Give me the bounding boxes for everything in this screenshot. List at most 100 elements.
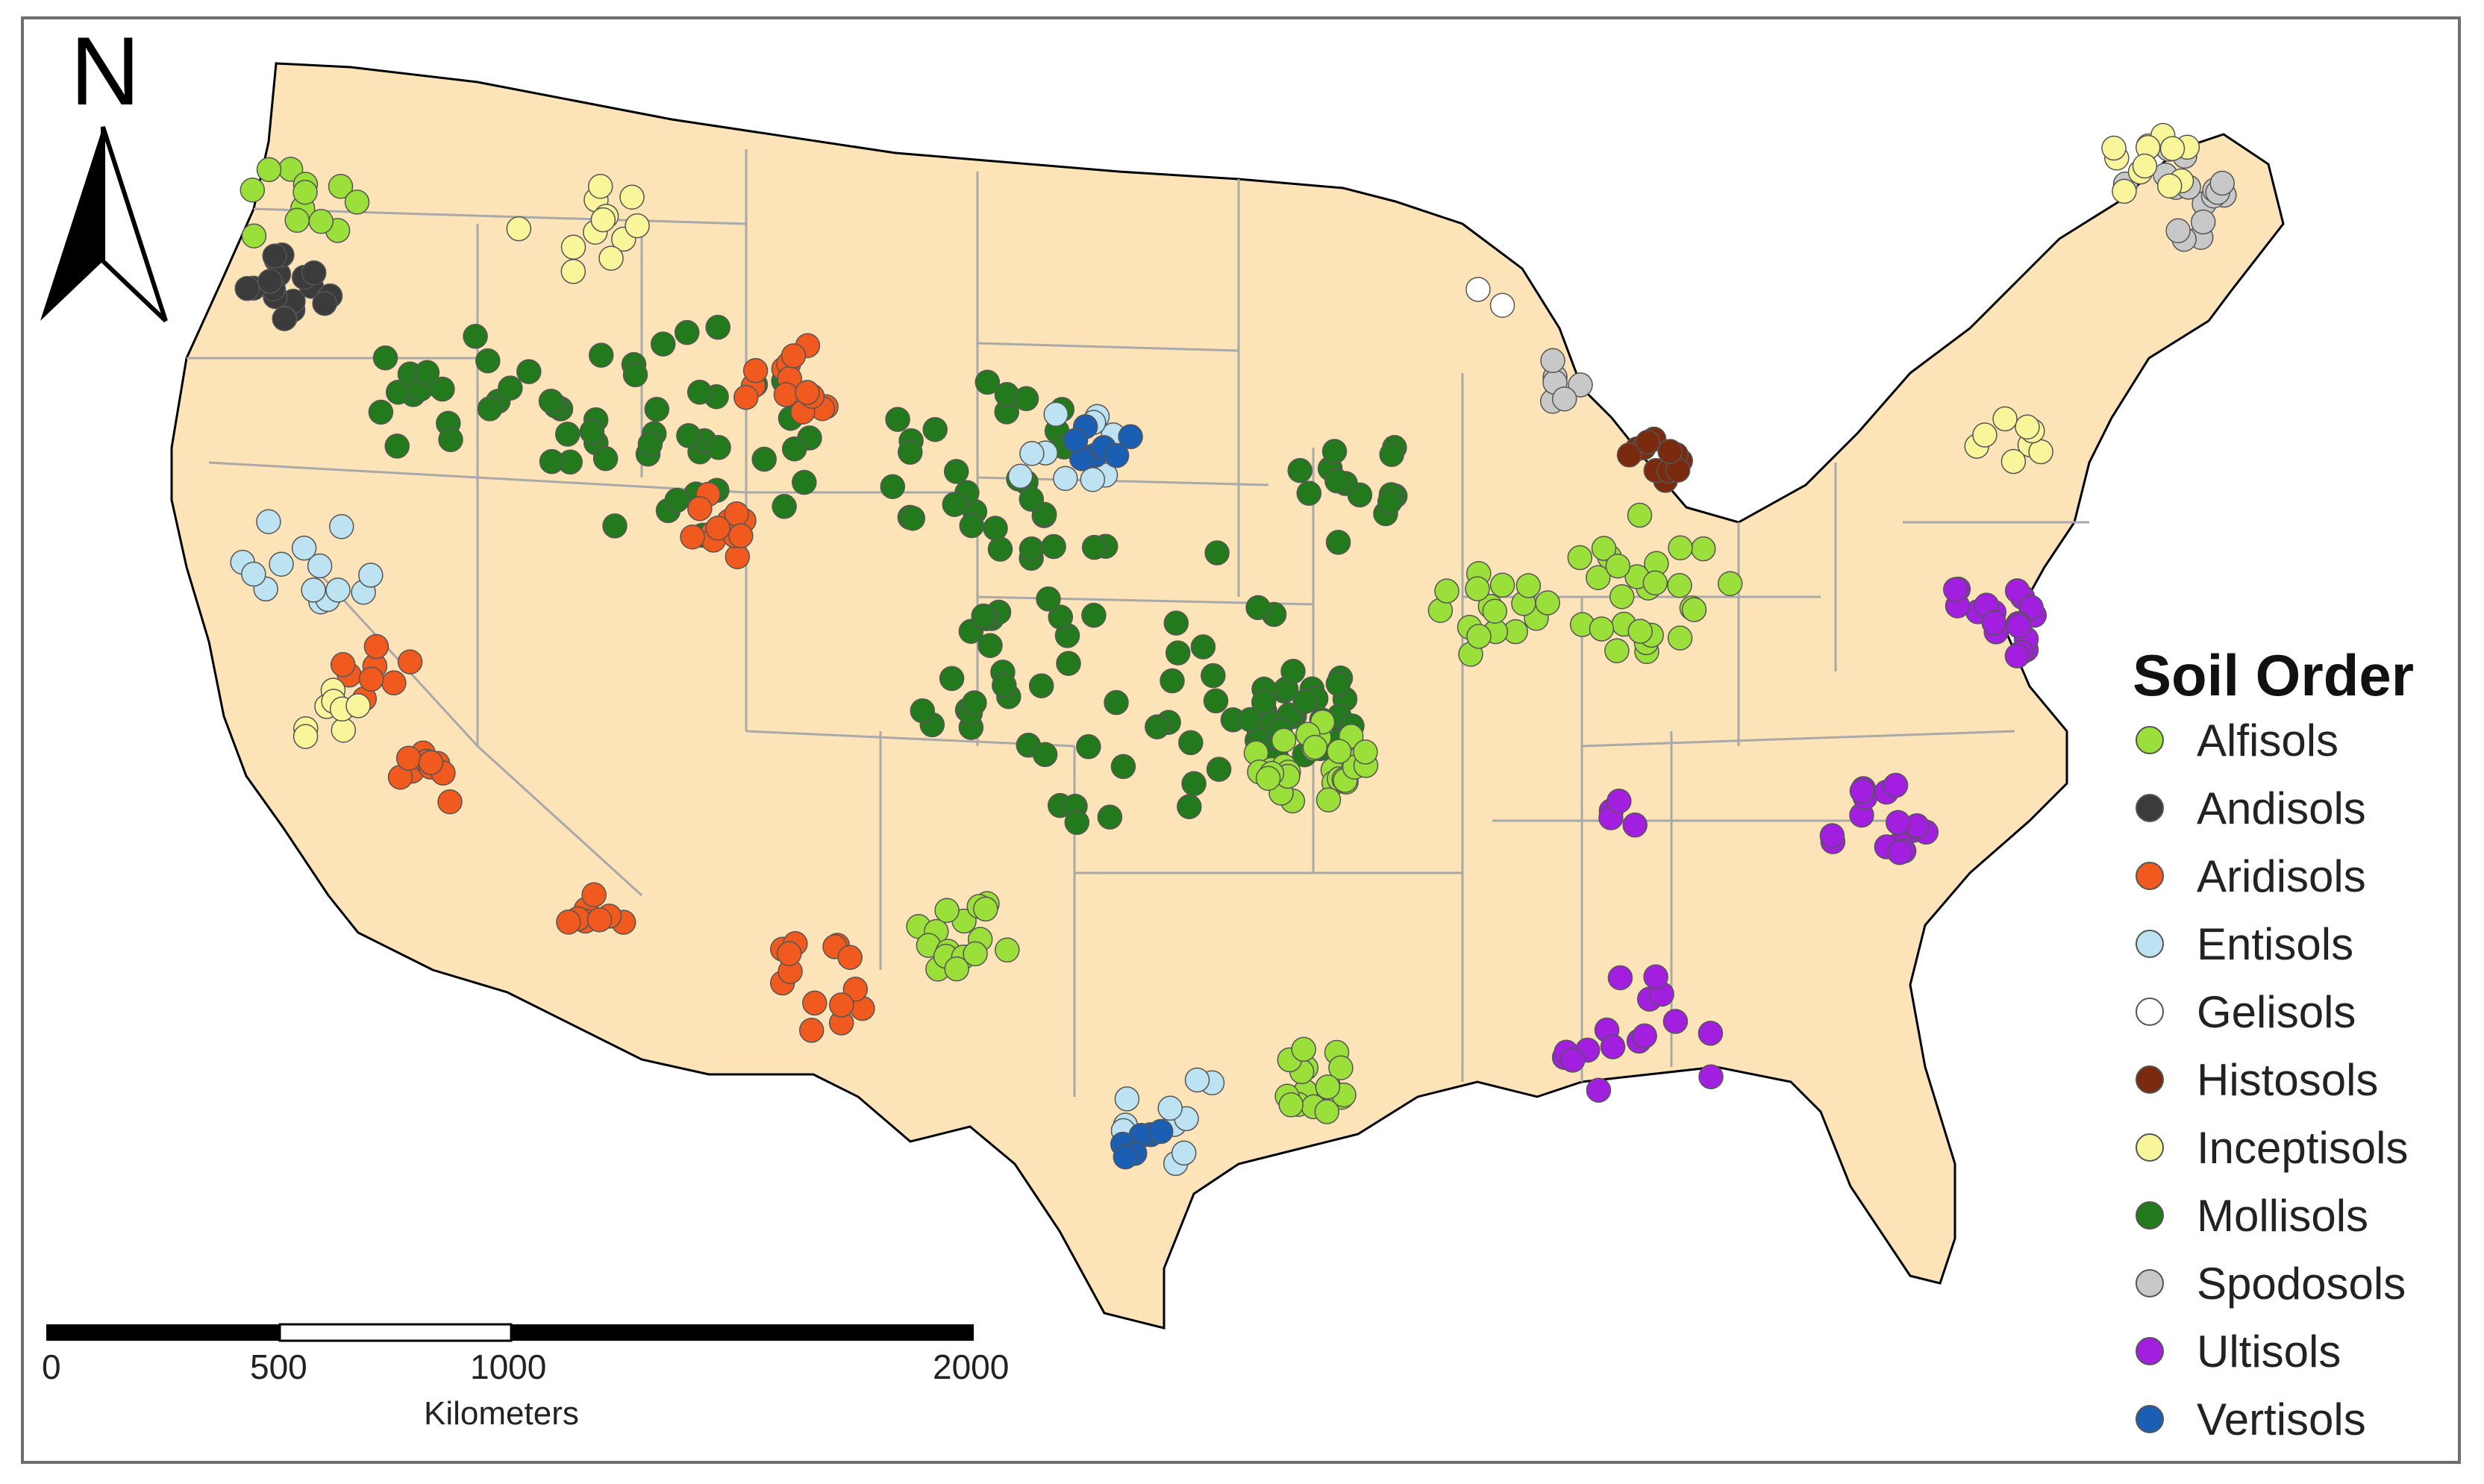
- sample-point-mollisols: [650, 331, 676, 357]
- sample-point-mollisols: [1178, 730, 1204, 756]
- legend-item-spodosols: Spodosols: [2136, 1253, 2406, 1313]
- sample-point-mollisols: [992, 672, 1017, 698]
- sample-point-ultisols: [1559, 1048, 1586, 1073]
- sample-point-aridisols: [358, 666, 384, 692]
- sample-point-mollisols: [977, 633, 1003, 658]
- legend-swatch-histosols: [2136, 1065, 2164, 1094]
- sample-point-entisols: [1043, 401, 1069, 428]
- sample-point-mollisols: [987, 536, 1013, 562]
- legend-item-ultisols: Ultisols: [2136, 1321, 2341, 1381]
- sample-point-gelisols: [1489, 292, 1515, 318]
- sample-point-mollisols: [1056, 651, 1081, 676]
- legend-swatch-entisols: [2136, 930, 2164, 958]
- sample-point-aridisols: [742, 357, 769, 383]
- sample-point-mollisols: [880, 474, 906, 499]
- sample-point-alfisols: [1627, 619, 1653, 644]
- sample-point-mollisols: [1251, 689, 1277, 716]
- sample-point-mollisols: [554, 422, 581, 447]
- sample-point-inceptisols: [2132, 153, 2158, 179]
- us-land: [170, 62, 2285, 1330]
- sample-point-entisols: [301, 577, 326, 603]
- sample-point-entisols: [1080, 466, 1106, 492]
- sample-point-ultisols: [1887, 839, 1912, 865]
- sample-point-mollisols: [1160, 668, 1185, 694]
- sample-point-alfisols: [1681, 597, 1707, 622]
- sample-point-mollisols: [1081, 534, 1107, 560]
- sample-point-mollisols: [1377, 489, 1403, 515]
- sample-point-mollisols: [430, 376, 455, 402]
- sample-point-inceptisols: [587, 174, 613, 199]
- sample-point-alfisols: [1489, 572, 1515, 598]
- sample-point-alfisols: [1609, 583, 1635, 610]
- sample-point-spodosols: [2209, 170, 2235, 196]
- sample-point-vertisols: [1113, 1144, 1139, 1170]
- sample-point-mollisols: [910, 698, 936, 724]
- sample-point-mollisols: [792, 469, 817, 495]
- sample-point-ultisols: [2006, 613, 2032, 639]
- sample-point-alfisols: [1278, 1092, 1304, 1118]
- sample-point-mollisols: [414, 360, 440, 386]
- legend-swatch-vertisols: [2136, 1405, 2164, 1433]
- sample-point-aridisols: [381, 670, 407, 696]
- sample-point-mollisols: [1097, 804, 1123, 830]
- soil-sample-points: [230, 122, 2237, 1177]
- sample-point-mollisols: [516, 359, 542, 384]
- scale-tick-1000: 1000: [470, 1347, 547, 1386]
- sample-point-mollisols: [622, 362, 648, 388]
- sample-point-alfisols: [1466, 624, 1492, 649]
- sample-point-entisols: [1114, 1086, 1140, 1112]
- sample-point-mollisols: [1076, 734, 1101, 760]
- legend-swatch-alfisols: [2136, 726, 2164, 754]
- legend-item-entisols: Entisols: [2136, 914, 2353, 974]
- sample-point-alfisols: [1567, 545, 1593, 571]
- sample-point-alfisols: [1668, 535, 1693, 561]
- sample-point-alfisols: [292, 179, 318, 205]
- sample-point-alfisols: [1255, 766, 1281, 791]
- sample-point-aridisols: [798, 1018, 825, 1043]
- sample-point-mollisols: [1201, 663, 1226, 689]
- sample-point-inceptisols: [598, 245, 624, 271]
- legend-swatch-aridisols: [2136, 862, 2164, 890]
- sample-point-inceptisols: [345, 693, 371, 718]
- sample-point-ultisols: [1849, 778, 1875, 804]
- sample-point-entisols: [1171, 1140, 1197, 1166]
- sample-point-ultisols: [1819, 823, 1845, 848]
- sample-point-entisols: [328, 514, 354, 539]
- sample-point-mollisols: [664, 487, 689, 513]
- sample-point-mollisols: [751, 446, 777, 472]
- sample-point-alfisols: [1604, 638, 1630, 663]
- sample-point-ultisols: [1698, 1021, 1724, 1046]
- sample-point-aridisols: [556, 910, 581, 935]
- sample-point-alfisols: [973, 896, 998, 922]
- sample-point-andisols: [301, 260, 327, 286]
- legend-swatch-andisols: [2136, 794, 2164, 822]
- sample-point-mollisols: [1013, 386, 1039, 412]
- sample-point-mollisols: [1163, 610, 1189, 636]
- sample-point-aridisols: [581, 882, 607, 908]
- sample-point-mollisols: [1296, 480, 1322, 506]
- scale-segment-0-500: [46, 1324, 280, 1341]
- sample-point-histosols: [1657, 439, 1683, 464]
- sample-point-andisols: [272, 306, 297, 331]
- legend-label: Mollisols: [2197, 1190, 2369, 1241]
- sample-point-inceptisols: [2159, 136, 2186, 161]
- sample-point-mollisols: [686, 379, 713, 405]
- sample-point-inceptisols: [625, 213, 650, 239]
- sample-point-mollisols: [971, 603, 996, 629]
- sample-point-aridisols: [733, 384, 759, 410]
- north-arrow-icon: [40, 126, 168, 323]
- legend-item-mollisols: Mollisols: [2136, 1186, 2368, 1245]
- sample-point-mollisols: [898, 439, 923, 465]
- sample-point-mollisols: [1019, 536, 1045, 562]
- sample-point-mollisols: [942, 492, 968, 517]
- sample-point-inceptisols: [331, 717, 357, 743]
- sample-point-alfisols: [1434, 578, 1460, 604]
- sample-point-mollisols: [962, 690, 987, 716]
- sample-point-alfisols: [1642, 570, 1668, 596]
- sample-point-ultisols: [2004, 578, 2030, 604]
- sample-point-alfisols: [944, 956, 969, 982]
- sample-point-aridisols: [837, 945, 863, 970]
- sample-point-alfisols: [1667, 572, 1692, 598]
- sample-point-mollisols: [1292, 689, 1318, 714]
- sample-point-mollisols: [1181, 771, 1207, 797]
